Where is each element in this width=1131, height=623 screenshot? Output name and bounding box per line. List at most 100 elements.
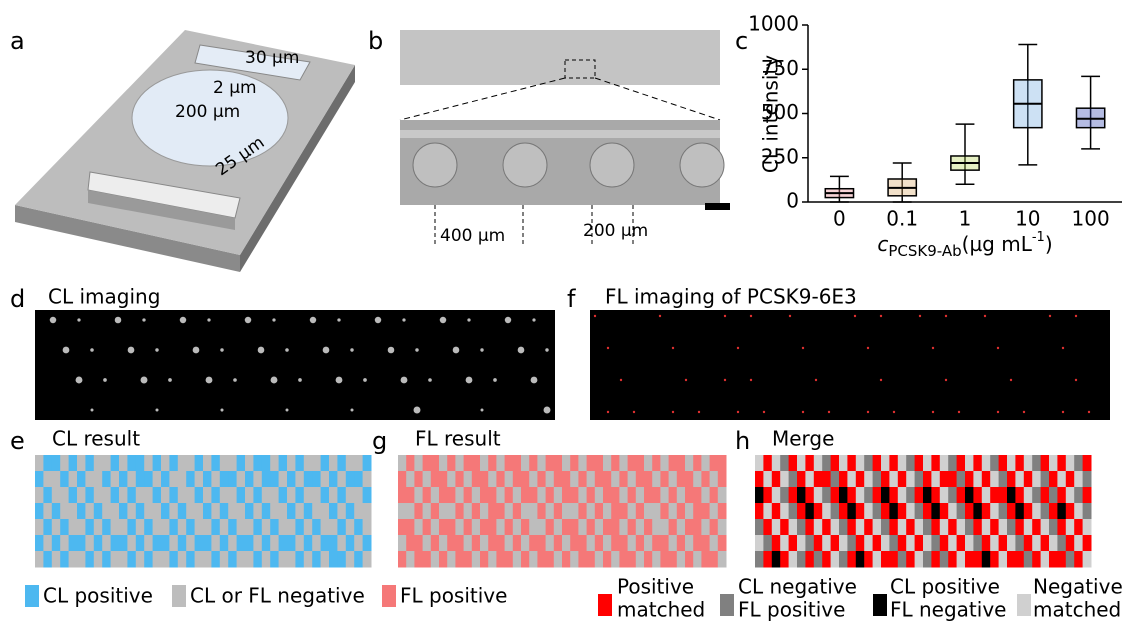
grid-cell (652, 551, 661, 568)
grid-cell (805, 471, 814, 488)
grid-cell (973, 535, 982, 552)
grid-cell (611, 487, 620, 504)
grid-cell (304, 519, 313, 536)
grid-cell (677, 455, 686, 472)
grid-cell (797, 551, 806, 568)
grid-cell (603, 455, 612, 472)
grid-cell (889, 487, 898, 504)
grid-cell (693, 455, 702, 472)
grid-cell (354, 503, 363, 520)
grid-cell (245, 519, 254, 536)
grid-cell (923, 519, 932, 536)
image-spot (958, 411, 960, 413)
grid-cell (805, 503, 814, 520)
grid-cell (619, 455, 628, 472)
grid-cell (279, 471, 288, 488)
panel-letter: a (10, 27, 25, 55)
grid-cell (669, 535, 678, 552)
grid-cell (270, 551, 279, 568)
grid-cell (279, 535, 288, 552)
image-spot (414, 407, 421, 414)
image-spot (272, 318, 275, 321)
grid-cell (982, 503, 991, 520)
grid-cell (354, 551, 363, 568)
grid-cell (789, 487, 798, 504)
grid-cell (881, 455, 890, 472)
grid-cell (1015, 519, 1024, 536)
grid-cell (1015, 471, 1024, 488)
grid-cell (537, 503, 546, 520)
grid-cell (346, 487, 355, 504)
image-spot (310, 317, 316, 323)
grid-cell (329, 519, 338, 536)
grid-cell (35, 455, 44, 472)
grid-cell (144, 551, 153, 568)
grid-cell (636, 487, 645, 504)
grid-cell (864, 503, 873, 520)
grid-cell (136, 551, 145, 568)
grid-cell (43, 503, 52, 520)
grid-cell (763, 551, 772, 568)
grid-cell (652, 503, 661, 520)
grid-cell (562, 455, 571, 472)
grid-cell (660, 535, 669, 552)
image-spot (50, 317, 57, 324)
grid-cell (965, 471, 974, 488)
grid-cell (898, 519, 907, 536)
grid-cell (710, 535, 719, 552)
grid-cell (578, 535, 587, 552)
grid-cell (718, 503, 727, 520)
grid-cell (43, 455, 52, 472)
grid-cell (1015, 503, 1024, 520)
grid-cell (940, 455, 949, 472)
grid-cell (636, 551, 645, 568)
grid-cell (554, 487, 563, 504)
grid-cell (195, 503, 204, 520)
grid-cell (245, 487, 254, 504)
x-axis-label-part: (µg mL (962, 232, 1033, 256)
grid-cell (619, 519, 628, 536)
grid-cell (337, 535, 346, 552)
grid-cell (554, 503, 563, 520)
grid-cell (262, 471, 271, 488)
grid-cell (521, 551, 530, 568)
grid-cell (455, 471, 464, 488)
legend-label: FL positive (400, 584, 507, 608)
grid-cell (554, 519, 563, 536)
grid-cell (279, 519, 288, 536)
grid-cell (455, 551, 464, 568)
grid-cell (169, 471, 178, 488)
grid-cell (153, 535, 162, 552)
grid-cell (873, 487, 882, 504)
grid-cell (940, 471, 949, 488)
grid-cell (52, 551, 61, 568)
grid-cell (677, 487, 686, 504)
grid-cell (496, 471, 505, 488)
grid-cell (77, 487, 86, 504)
grid-cell (1041, 519, 1050, 536)
grid-cell (295, 519, 304, 536)
grid-cell (455, 503, 464, 520)
grid-cell (797, 471, 806, 488)
grid-cell (940, 503, 949, 520)
grid-cell (464, 471, 473, 488)
grid-cell (677, 551, 686, 568)
image-spot (880, 315, 882, 317)
grid-cell (710, 503, 719, 520)
grid-cell (772, 455, 781, 472)
grid-cell (253, 535, 262, 552)
grid-cell (119, 551, 128, 568)
grid-cell (1049, 519, 1058, 536)
grid-cell (287, 487, 296, 504)
y-tick-label: 1000 (748, 12, 799, 36)
grid-cell (178, 519, 187, 536)
grid-cell (414, 503, 423, 520)
grid-cell (1032, 487, 1041, 504)
grid-cell (763, 471, 772, 488)
grid-cell (957, 471, 966, 488)
grid-cell (982, 535, 991, 552)
grid-cell (398, 535, 407, 552)
grid-cell (161, 519, 170, 536)
grid-cell (447, 535, 456, 552)
grid-cell (856, 471, 865, 488)
